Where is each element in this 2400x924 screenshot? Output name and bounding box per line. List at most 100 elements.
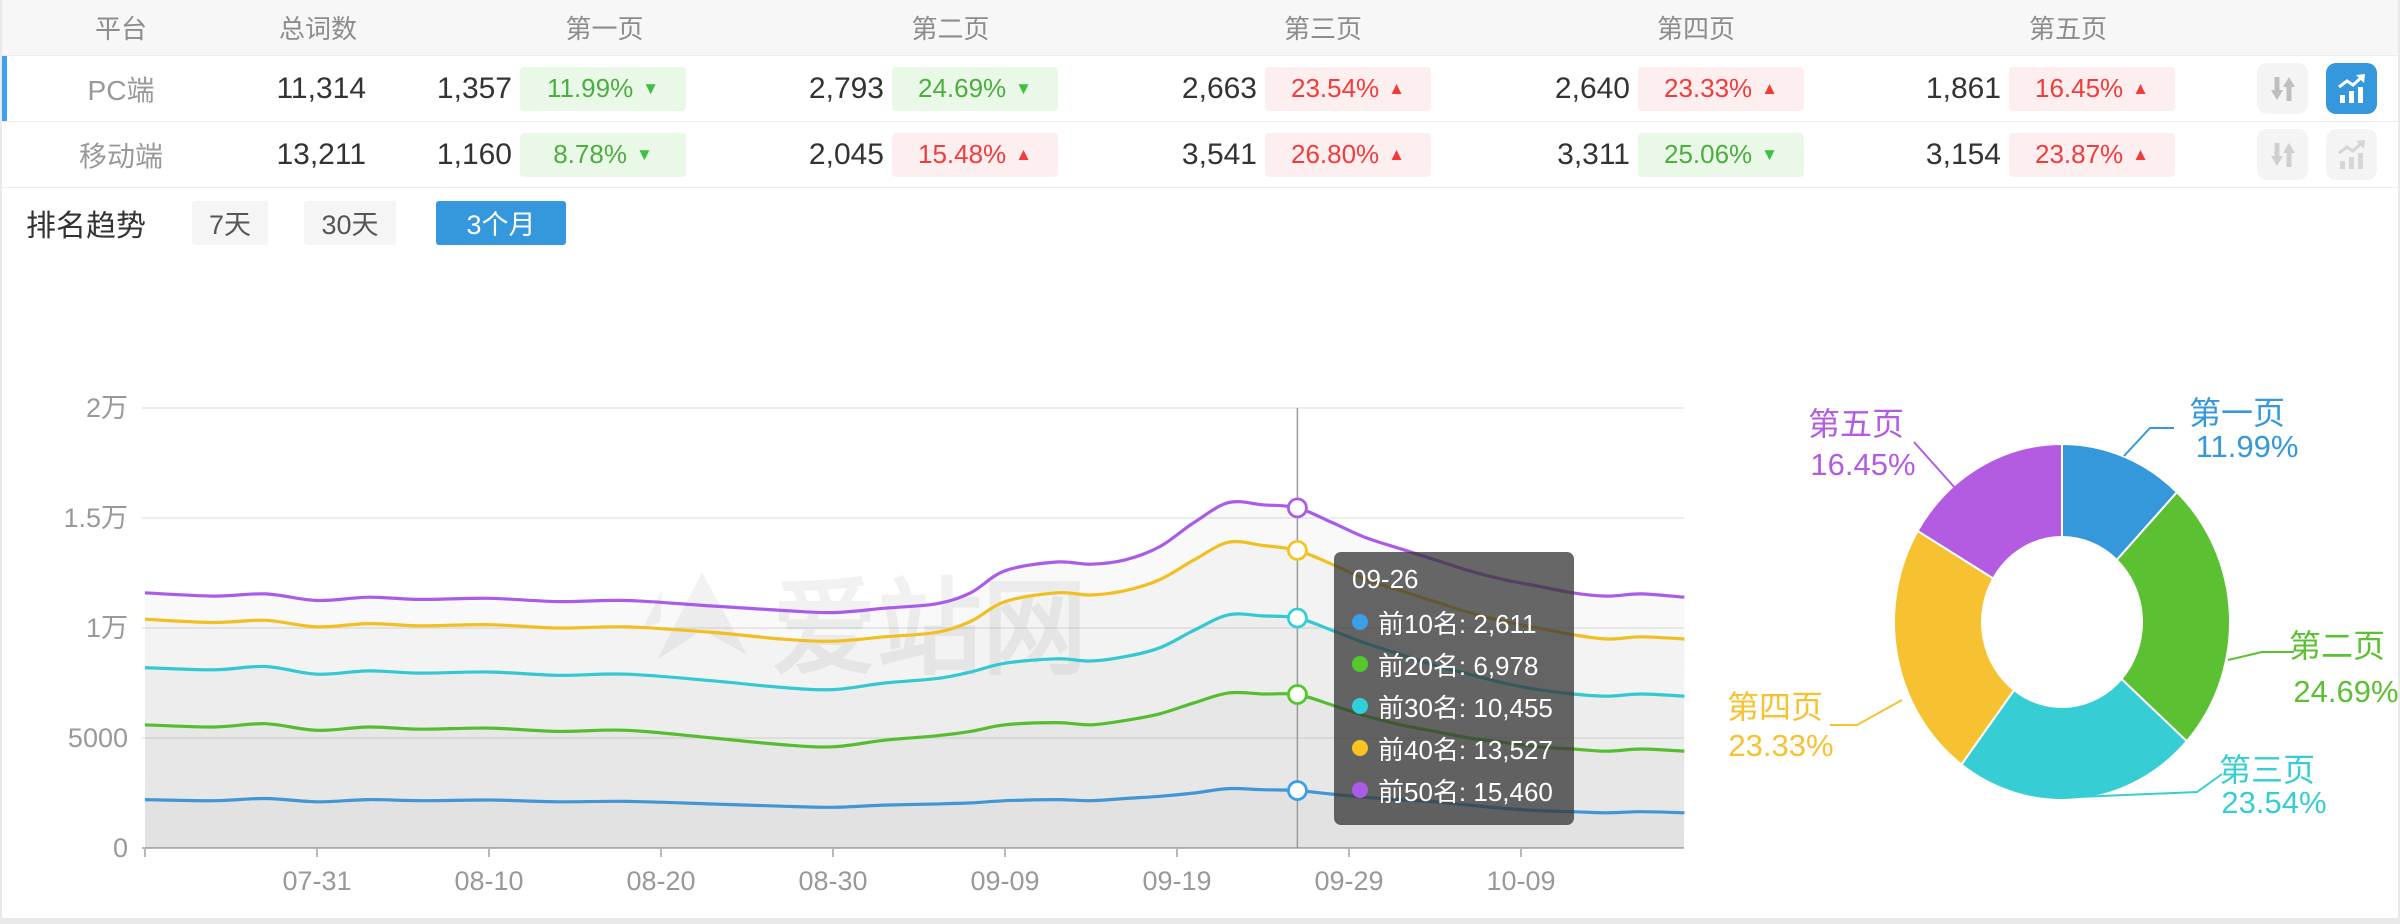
series-dot-icon bbox=[1352, 698, 1368, 714]
page5-change-badge: 16.45% ▲ bbox=[2009, 66, 2175, 111]
donut-leader-line-0 bbox=[2123, 427, 2174, 457]
donut-leader-line-2 bbox=[2077, 773, 2223, 798]
keyword-table: 平台 总词数 第一页 第二页 第三页 第四页 第五页 PC端 11,314 1,… bbox=[2, 0, 2398, 188]
page2-count: 2,045 bbox=[808, 137, 884, 171]
hover-marker-3 bbox=[1287, 540, 1308, 561]
bar-trend-icon bbox=[2337, 139, 2365, 169]
trend-arrow-icon: ▲ bbox=[2132, 145, 2149, 164]
tooltip-row: 前20名: 6,978 bbox=[1352, 643, 1556, 685]
rank-trend-line-chart[interactable]: 0 5000 1万 1.5万 2万 07-31 08-10 08-20 08-30 09-09 09… bbox=[2, 260, 1702, 924]
y-axis-label: 1.5万 bbox=[63, 503, 128, 533]
donut-value-4: 16.45% bbox=[1810, 447, 1915, 482]
page1-cell: 1,160 8.78% ▼ bbox=[372, 132, 692, 177]
hover-marker-0 bbox=[1287, 780, 1308, 801]
page5-count: 3,154 bbox=[1925, 137, 2001, 171]
page4-cell: 2,640 23.33% ▲ bbox=[1437, 66, 1810, 111]
active-row-indicator bbox=[2, 56, 7, 121]
trend-arrow-icon: ▼ bbox=[1015, 79, 1032, 98]
donut-value-0: 11.99% bbox=[2196, 429, 2299, 464]
total-words-value: 11,314 bbox=[276, 71, 366, 105]
trend-arrow-icon: ▲ bbox=[2132, 79, 2149, 98]
trend-chart-button[interactable] bbox=[2326, 129, 2377, 180]
page3-cell: 3,541 26.80% ▲ bbox=[1064, 132, 1437, 177]
svg-text:爱站网: 爱站网 bbox=[772, 571, 1087, 688]
donut-label-1: 第二页 bbox=[2289, 628, 2385, 664]
hover-marker-2 bbox=[1287, 607, 1308, 629]
page5-cell: 3,154 23.87% ▲ bbox=[1810, 132, 2181, 177]
page5-change-badge: 23.87% ▲ bbox=[2009, 132, 2175, 177]
series-area-4 bbox=[145, 501, 1685, 848]
page1-change-badge: 11.99% ▼ bbox=[520, 66, 686, 111]
page3-cell: 2,663 23.54% ▲ bbox=[1064, 66, 1437, 111]
series-area-0 bbox=[145, 788, 1685, 848]
page2-change-badge: 24.69% ▼ bbox=[892, 66, 1058, 111]
tooltip-row: 前50名: 15,460 bbox=[1352, 769, 1556, 811]
row-actions bbox=[2181, 129, 2398, 180]
tooltip-date: 09-26 bbox=[1352, 564, 1419, 594]
series-dot-icon bbox=[1352, 614, 1368, 630]
col-header-page1: 第一页 bbox=[565, 14, 644, 44]
donut-slice-2 bbox=[1960, 677, 2189, 801]
platform-label: 移动端 bbox=[78, 140, 163, 172]
x-axis-label: 08-10 bbox=[454, 866, 523, 896]
page2-change-badge: 15.48% ▲ bbox=[892, 132, 1058, 177]
col-header-page2: 第二页 bbox=[911, 14, 990, 44]
page4-change-badge: 23.33% ▲ bbox=[1638, 66, 1804, 111]
x-axis-label: 09-09 bbox=[970, 866, 1039, 896]
page2-cell: 2,045 15.48% ▲ bbox=[692, 132, 1064, 177]
page1-count: 1,357 bbox=[436, 71, 512, 105]
page3-change-badge: 26.80% ▲ bbox=[1265, 132, 1431, 177]
trend-arrow-icon: ▲ bbox=[1761, 79, 1778, 98]
donut-label-2: 第三页 bbox=[2219, 752, 2315, 788]
sort-updown-icon bbox=[2270, 142, 2295, 167]
trend-arrow-icon: ▲ bbox=[1388, 145, 1405, 164]
sort-updown-button[interactable] bbox=[2257, 129, 2308, 180]
trend-arrow-icon: ▲ bbox=[1015, 145, 1032, 164]
donut-label-4: 第五页 bbox=[1808, 406, 1904, 442]
sort-updown-button[interactable] bbox=[2257, 63, 2308, 114]
donut-value-3: 23.33% bbox=[1728, 728, 1833, 763]
line-chart-canvas[interactable]: 0 5000 1万 1.5万 2万 07-31 08-10 08-20 08-30 09-09 09… bbox=[2, 260, 1702, 924]
donut-slice-4 bbox=[1916, 442, 2063, 580]
page2-count: 2,793 bbox=[808, 71, 884, 105]
page2-cell: 2,793 24.69% ▼ bbox=[692, 66, 1064, 111]
series-dot-icon bbox=[1352, 740, 1368, 756]
donut-leader-line-4 bbox=[1913, 441, 1965, 499]
series-dot-icon bbox=[1352, 656, 1368, 672]
trend-arrow-icon: ▲ bbox=[1388, 79, 1405, 98]
page4-count: 2,640 bbox=[1554, 71, 1630, 105]
bar-trend-icon bbox=[2337, 73, 2365, 103]
col-header-page4: 第四页 bbox=[1656, 14, 1735, 44]
donut-value-2: 23.54% bbox=[2221, 785, 2326, 820]
table-row-pc[interactable]: PC端 11,314 1,357 11.99% ▼ 2,793 24.69% ▼ 2… bbox=[2, 56, 2398, 122]
x-axis-label: 07-31 bbox=[282, 866, 351, 896]
tooltip-row: 前10名: 2,611 bbox=[1352, 601, 1556, 643]
col-header-total-words: 总词数 bbox=[278, 14, 357, 44]
trend-arrow-icon: ▼ bbox=[1761, 145, 1778, 164]
y-axis-label: 5000 bbox=[68, 723, 128, 753]
tab-30days[interactable]: 30天 bbox=[304, 200, 396, 245]
page-distribution-donut-chart[interactable]: 第一页 11.99% 第二页 24.69% 第三页 23.54% 第四页 23.33% 第五页 1… bbox=[1702, 260, 2400, 924]
table-row-mobile[interactable]: 移动端 13,211 1,160 8.78% ▼ 2,045 15.48% ▲ 3,… bbox=[2, 122, 2398, 188]
hover-marker-1 bbox=[1287, 684, 1308, 705]
donut-label-0: 第一页 bbox=[2189, 395, 2285, 431]
col-header-page5: 第五页 bbox=[2028, 14, 2107, 44]
tab-7days[interactable]: 7天 bbox=[192, 200, 268, 245]
page1-change-badge: 8.78% ▼ bbox=[520, 132, 686, 177]
sort-updown-icon bbox=[2270, 76, 2295, 101]
chart-tooltip: 09-26 前10名: 2,611 前20名: 6,978 前30名: 10,455… bbox=[1334, 552, 1574, 825]
tooltip-row: 前30名: 10,455 bbox=[1352, 685, 1556, 727]
trend-arrow-icon: ▼ bbox=[635, 145, 653, 164]
trend-chart-button-active[interactable] bbox=[2326, 63, 2377, 114]
tab-3months[interactable]: 3个月 bbox=[436, 200, 566, 245]
donut-label-3: 第四页 bbox=[1727, 689, 1823, 725]
page1-cell: 1,357 11.99% ▼ bbox=[372, 66, 692, 111]
donut-leader-line-3 bbox=[1830, 699, 1903, 726]
watermark: 爱站网 bbox=[642, 571, 1087, 688]
trend-arrow-icon: ▼ bbox=[642, 79, 660, 98]
page5-cell: 1,861 16.45% ▲ bbox=[1810, 66, 2181, 111]
page5-count: 1,861 bbox=[1925, 71, 2001, 105]
page3-count: 3,541 bbox=[1181, 137, 1257, 171]
